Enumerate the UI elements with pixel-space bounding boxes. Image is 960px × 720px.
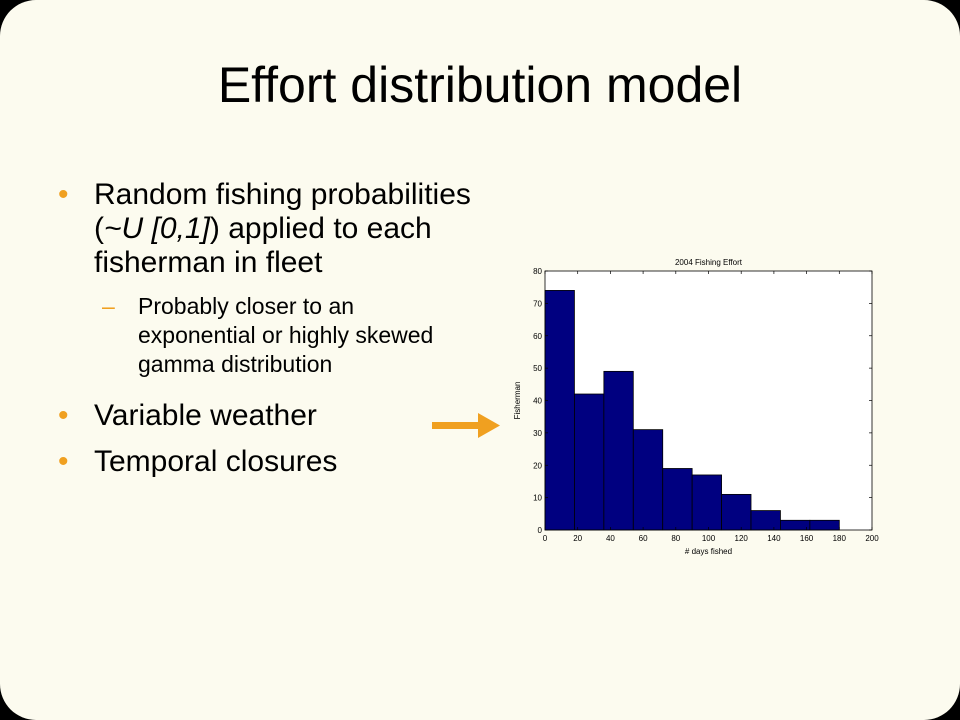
histogram-bar <box>544 290 575 531</box>
x-tick-label: 120 <box>735 534 749 543</box>
slide-title: Effort distribution model <box>217 57 743 113</box>
bullet-temporal-closures: • Temporal closures <box>58 445 478 479</box>
histogram-bar <box>721 493 752 531</box>
histogram-bar <box>809 519 840 531</box>
histogram-bar <box>632 429 664 531</box>
bullet-text-italic: ~U [0,1] <box>104 212 210 245</box>
y-tick-label: 70 <box>533 299 542 308</box>
x-tick-label: 40 <box>606 534 615 543</box>
x-tick-label: 80 <box>671 534 680 543</box>
bullet-random-fishing: • Random fishing probabilities (~U [0,1]… <box>58 178 478 280</box>
bullet-list: • Random fishing probabilities (~U [0,1]… <box>58 178 478 479</box>
y-tick-label: 30 <box>533 429 542 438</box>
y-tick-label: 50 <box>533 364 542 373</box>
x-tick-label: 180 <box>833 534 847 543</box>
bullet-text: Temporal closures <box>94 445 338 478</box>
bullet-dot-icon: • <box>58 445 69 478</box>
chart-title: 2004 Fishing Effort <box>675 258 743 267</box>
histogram-bar <box>750 510 781 531</box>
y-axis-label: Fisherman <box>513 382 522 420</box>
bullet-dot-icon: • <box>58 399 69 432</box>
x-tick-label: 0 <box>543 534 548 543</box>
y-tick-label: 80 <box>533 267 542 276</box>
sub-bullet-text: Probably closer to an exponential or hig… <box>138 293 434 377</box>
x-tick-label: 100 <box>702 534 716 543</box>
x-tick-label: 140 <box>767 534 781 543</box>
x-axis-label: # days fished <box>685 547 732 556</box>
y-tick-label: 0 <box>538 526 543 535</box>
y-tick-label: 10 <box>533 494 542 503</box>
histogram-bar <box>691 474 722 531</box>
x-tick-label: 20 <box>573 534 582 543</box>
x-tick-label: 60 <box>639 534 648 543</box>
y-tick-label: 40 <box>533 397 542 406</box>
sub-bullet-distribution: – Probably closer to an exponential or h… <box>58 292 478 379</box>
bullet-dot-icon: • <box>58 178 69 211</box>
histogram-chart: 0 20 40 60 80 100 120 140 160 180 200 0 10 20 30 40 50 60… <box>513 258 879 556</box>
dash-icon: – <box>102 293 115 319</box>
x-tick-label: 160 <box>800 534 814 543</box>
histogram-bar <box>603 370 634 531</box>
bullet-text-pre: Random fishing probabilities ( <box>94 178 471 245</box>
y-tick-label: 20 <box>533 461 542 470</box>
x-tick-label: 200 <box>865 534 879 543</box>
histogram-bar <box>574 393 605 531</box>
right-arrow-icon <box>432 413 500 438</box>
bullet-variable-weather: • Variable weather <box>58 399 478 433</box>
histogram-bar <box>662 468 693 531</box>
bullet-text: Variable weather <box>94 399 317 432</box>
histogram-bar <box>780 519 811 531</box>
y-tick-label: 60 <box>533 332 542 341</box>
bullet-text-post: ) applied to each fisherman in fleet <box>94 212 432 279</box>
